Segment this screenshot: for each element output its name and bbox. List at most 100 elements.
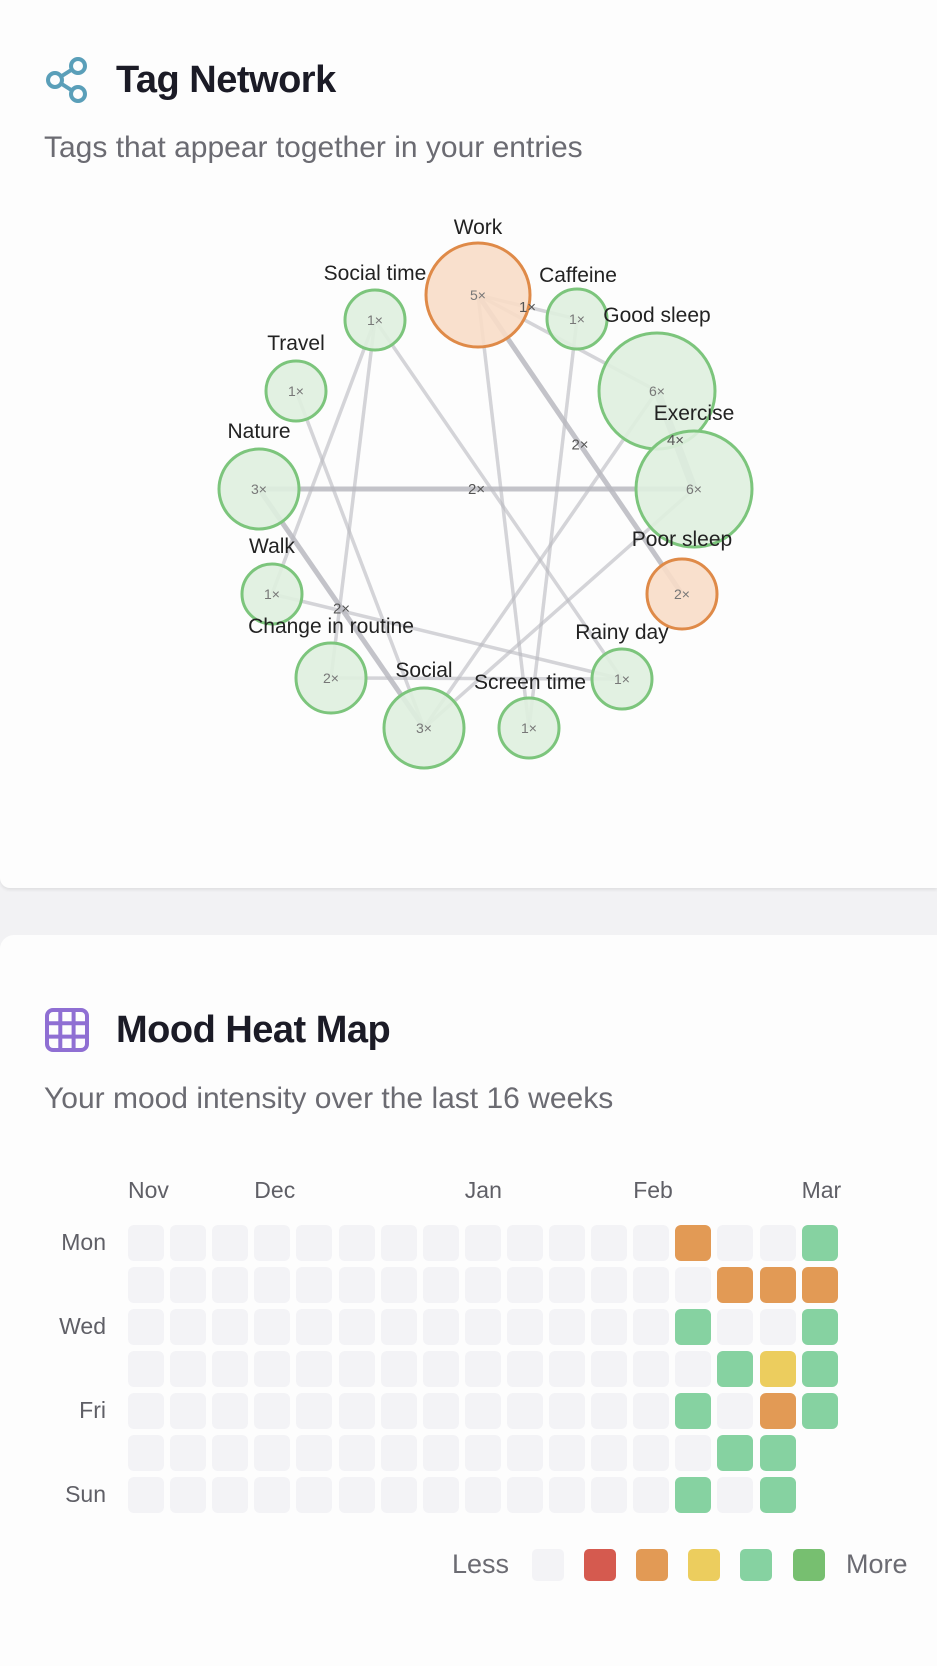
heatmap-cell (296, 1267, 333, 1303)
heatmap-cell (717, 1393, 754, 1429)
heatmap-cell[interactable] (801, 1393, 838, 1429)
node-circle (590, 647, 654, 711)
node-rainy-day[interactable]: 1× (590, 647, 654, 711)
month-label-dec: Dec (254, 1177, 296, 1203)
day-label-mon: Mon (61, 1229, 106, 1255)
heatmap-cell (591, 1309, 628, 1345)
node-change-routine[interactable]: 2× (294, 641, 368, 715)
node-nature[interactable]: 3× (217, 447, 301, 531)
heatmap-cell (549, 1393, 585, 1429)
heatmap-cell (717, 1225, 754, 1261)
heatmap-cell (170, 1225, 207, 1261)
heatmap-cell[interactable] (759, 1351, 796, 1387)
node-label: Change in routine (248, 615, 414, 638)
heatmap-cell (170, 1393, 207, 1429)
node-label: Walk (249, 535, 295, 558)
heatmap-cell (422, 1393, 459, 1429)
node-count: 1× (569, 311, 585, 327)
heatmap-cell[interactable] (717, 1435, 754, 1471)
heatmap-cell (380, 1309, 417, 1345)
heatmap-cell (296, 1393, 333, 1429)
node-label: Exercise (654, 402, 735, 425)
node-caffeine[interactable]: 1× (545, 287, 609, 351)
heatmap-cell (633, 1267, 670, 1303)
edge-social_time-change_routine (329, 319, 377, 679)
tag-network-graph: 5× 1× 6× 6× 2× 1× 1× 3× 2× 1× 3× 1× 1× 1× 2× 4× 2× 2× Wor… (217, 216, 754, 770)
heatmap-cell[interactable] (801, 1351, 838, 1387)
heatmap-cell (338, 1309, 375, 1345)
heatmap-cell[interactable] (675, 1225, 712, 1261)
heatmap-cell (422, 1309, 459, 1345)
heatmap-cell[interactable] (759, 1393, 796, 1429)
node-exercise[interactable]: 6× (634, 429, 754, 549)
heatmap-cell[interactable] (801, 1267, 838, 1303)
heatmap-cell (254, 1393, 291, 1429)
heatmap-cell[interactable] (675, 1393, 712, 1429)
heatmap-cell[interactable] (717, 1351, 754, 1387)
node-count: 1× (614, 671, 630, 687)
node-count: 2× (674, 586, 690, 602)
heatmap-cell[interactable] (759, 1267, 796, 1303)
legend-less-label: Less (452, 1549, 510, 1579)
edge-exercise-social (422, 487, 696, 730)
heatmap-cell (380, 1225, 417, 1261)
node-circle (240, 562, 304, 626)
node-social[interactable]: 3× (382, 686, 466, 770)
heatmap-cell[interactable] (759, 1477, 796, 1513)
heatmap-cell (422, 1225, 459, 1261)
heatmap-cell (212, 1435, 249, 1471)
node-work[interactable]: 5× (424, 241, 532, 349)
heatmap-cell (464, 1225, 501, 1261)
heatmap-cell[interactable] (717, 1267, 754, 1303)
heatmap-cell (254, 1267, 291, 1303)
legend-more-label: More (846, 1549, 908, 1579)
node-count: 1× (367, 312, 383, 328)
heatmap-cell (549, 1309, 585, 1345)
tag-network-subtitle: Tags that appear together in your entrie… (44, 131, 583, 164)
node-social-time[interactable]: 1× (343, 288, 407, 352)
node-walk[interactable]: 1× (240, 562, 304, 626)
heatmap-cell[interactable] (675, 1477, 712, 1513)
edge-count-label: 1× (519, 299, 536, 316)
node-count: 5× (470, 287, 486, 303)
node-circle (343, 288, 407, 352)
node-label: Travel (267, 332, 325, 355)
heatmap-cell (170, 1267, 207, 1303)
edge-count-label: 2× (468, 481, 485, 498)
heatmap-cell (212, 1393, 249, 1429)
node-count: 1× (264, 586, 280, 602)
grid-icon (45, 1008, 89, 1052)
mood-heatmap-title: Mood Heat Map (116, 1008, 391, 1051)
heatmap-cell (591, 1225, 628, 1261)
node-count: 6× (649, 383, 665, 399)
heatmap-cell[interactable] (801, 1225, 838, 1261)
heatmap-cell (675, 1435, 712, 1471)
heatmap-cell (254, 1309, 291, 1345)
month-label-feb: Feb (633, 1177, 673, 1203)
heatmap-cell (422, 1267, 459, 1303)
tag-network-card: Tag Network Tags that appear together in… (0, 0, 937, 888)
heatmap-cell (254, 1477, 291, 1513)
node-screen-time[interactable]: 1× (497, 696, 561, 760)
heatmap-cell (717, 1309, 754, 1345)
node-circle (497, 696, 561, 760)
heatmap-cell[interactable] (675, 1309, 712, 1345)
heatmap-cell (549, 1351, 585, 1387)
node-travel[interactable]: 1× (264, 359, 328, 423)
heatmap-cell (506, 1351, 543, 1387)
month-label-nov: Nov (128, 1177, 169, 1203)
heatmap-cell (506, 1225, 543, 1261)
edge-count-label: 2× (571, 437, 588, 454)
edge-walk-rainy_day (271, 592, 623, 681)
heatmap-cell (759, 1309, 796, 1345)
heatmap-cell (506, 1309, 543, 1345)
node-circle (382, 686, 466, 770)
node-poor-sleep[interactable]: 2× (645, 557, 719, 631)
heatmap-cell (633, 1225, 670, 1261)
heatmap-cell[interactable] (759, 1435, 796, 1471)
heatmap-cell (380, 1351, 417, 1387)
heatmap-cell (296, 1435, 333, 1471)
node-circle (217, 447, 301, 531)
heatmap-cell[interactable] (801, 1309, 838, 1345)
heatmap-cell (212, 1351, 249, 1387)
